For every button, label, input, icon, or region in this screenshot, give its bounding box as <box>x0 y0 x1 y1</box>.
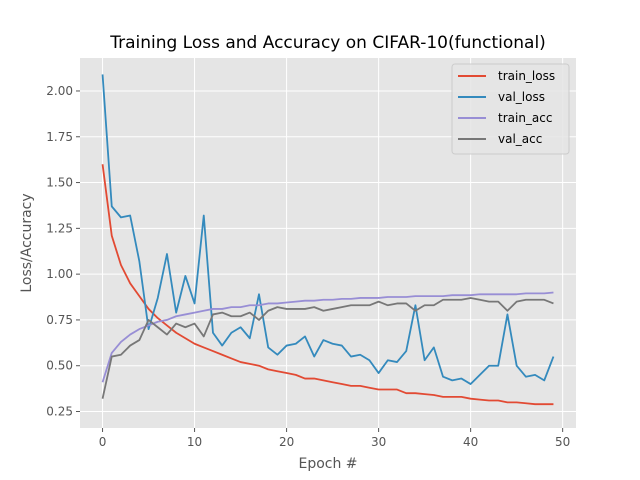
series-lines <box>101 74 555 406</box>
chart-title: Training Loss and Accuracy on CIFAR-10(f… <box>109 33 546 53</box>
y-tick-label: 1.00 <box>46 267 73 281</box>
series-line-val-loss <box>101 74 555 385</box>
y-tick-label: 1.75 <box>46 130 73 144</box>
series-line-train-acc <box>101 291 554 383</box>
x-axis-label: Epoch # <box>298 456 357 472</box>
x-tick-label: 10 <box>187 435 202 449</box>
y-tick-label: 0.50 <box>46 359 73 373</box>
legend-label-train-acc: train_acc <box>498 111 552 125</box>
y-axis-label: Loss/Accuracy <box>19 193 35 292</box>
axis-ticks: 0 10 20 30 40 50 0.25 0.50 0.75 1.00 1.25 1.50 1.75 2… <box>46 84 570 449</box>
series-line-val-acc <box>101 297 554 399</box>
series-line-train-loss <box>101 164 554 406</box>
x-tick-label: 20 <box>279 435 294 449</box>
legend: train_loss val_loss train_acc val_acc <box>451 63 570 155</box>
legend-label-val-loss: val_loss <box>498 90 545 104</box>
y-tick-label: 0.25 <box>46 405 73 419</box>
y-tick-label: 1.50 <box>46 176 73 190</box>
x-tick-label: 40 <box>463 435 478 449</box>
y-tick-label: 1.25 <box>46 221 73 235</box>
x-tick-label: 30 <box>371 435 386 449</box>
x-tick-label: 0 <box>99 435 107 449</box>
legend-box <box>451 63 570 155</box>
legend-label-val-acc: val_acc <box>498 132 542 146</box>
y-tick-label: 0.75 <box>46 313 73 327</box>
legend-label-train-loss: train_loss <box>498 69 555 83</box>
x-tick-label: 50 <box>555 435 570 449</box>
y-tick-label: 2.00 <box>46 84 73 98</box>
